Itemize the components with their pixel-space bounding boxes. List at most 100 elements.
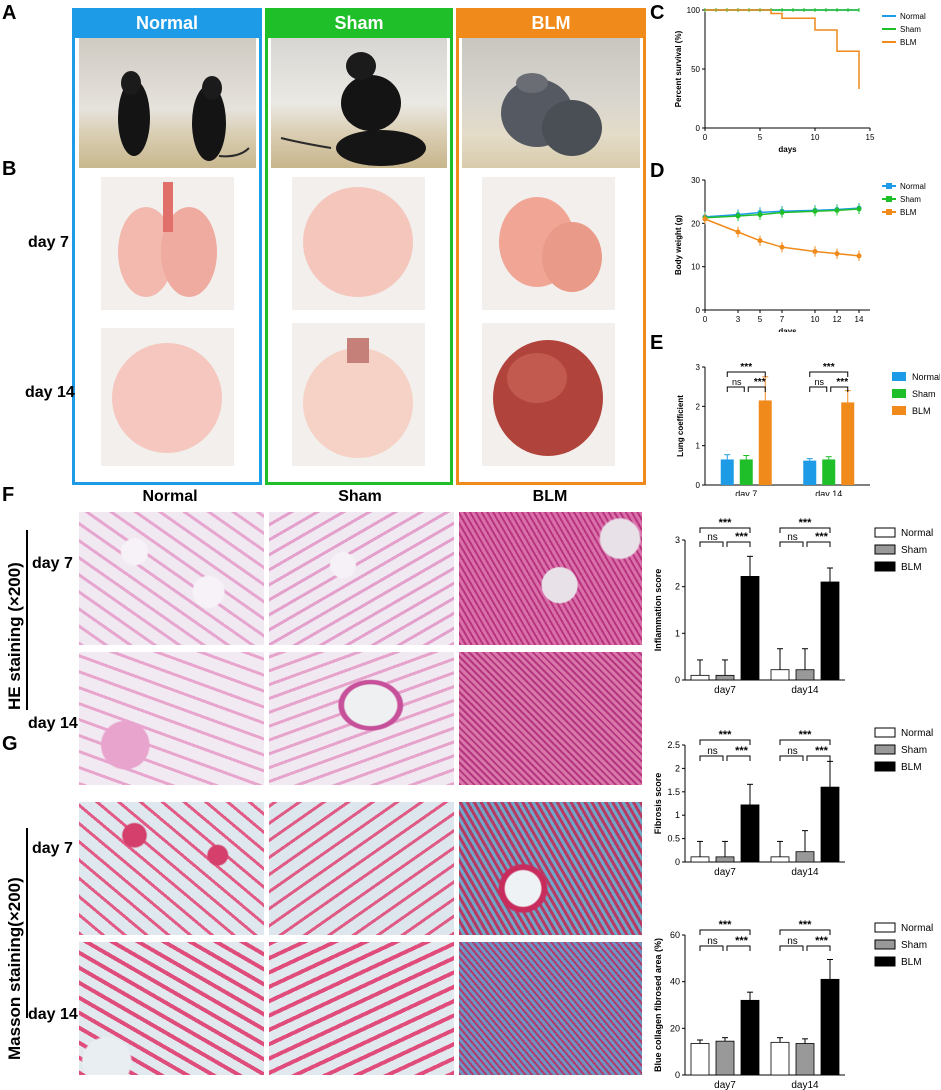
y-axis-label: Lung coefficient — [676, 395, 685, 457]
sig-bracket — [809, 371, 849, 377]
category-label: day7 — [714, 867, 736, 878]
data-point — [779, 210, 785, 215]
sig-label: *** — [815, 531, 829, 543]
panel-letter-b: B — [2, 158, 17, 180]
lung-illustration-normal-day14 — [112, 343, 222, 453]
sig-label: *** — [799, 517, 813, 529]
category-label: day 14 — [815, 489, 842, 496]
y-tick-label: 1 — [696, 442, 701, 451]
sig-label: *** — [815, 935, 829, 947]
x-tick-label: 14 — [855, 315, 864, 324]
y-tick-label: 1 — [675, 628, 680, 638]
bar-sham — [739, 459, 753, 485]
category-label: day14 — [791, 1080, 819, 1090]
lung-illustration-blm-day7 — [499, 197, 602, 292]
data-point — [834, 251, 840, 257]
group-header-sham: Sham — [265, 8, 453, 38]
legend-label: Normal — [900, 12, 926, 21]
body-weight-chart: 0 3 5 7 10 12 14 0 10 20 30 days Body weight (g) Norm… — [674, 176, 926, 332]
masson-sham-day7 — [269, 802, 454, 935]
x-tick-label: 12 — [833, 315, 842, 324]
sig-bracket — [699, 929, 751, 935]
sig-bracket — [699, 541, 724, 547]
masson-blm-day7 — [459, 802, 642, 935]
sig-bracket — [806, 945, 831, 951]
legend-swatch — [874, 544, 896, 555]
mouse-photo-normal — [79, 38, 256, 168]
legend-swatch — [874, 527, 896, 538]
x-tick-label: 3 — [736, 315, 741, 324]
data-point — [779, 244, 785, 250]
bar-normal — [770, 1041, 790, 1076]
y-tick-label: 2 — [696, 402, 701, 411]
legend-label: BLM — [900, 38, 917, 47]
sig-label: *** — [719, 729, 733, 741]
category-label: day 7 — [735, 489, 757, 496]
category-label: day14 — [791, 685, 819, 695]
bar-blm — [841, 402, 855, 485]
legend-label: Sham — [900, 25, 921, 34]
series-line-blm — [705, 9, 860, 90]
legend-label: Normal — [900, 182, 926, 191]
legend-swatch — [874, 727, 896, 738]
bar-normal — [770, 856, 790, 863]
x-axis-label: days — [778, 145, 797, 154]
panel-letter-e: E — [650, 332, 664, 354]
lung-photo-blm-day7 — [482, 177, 615, 310]
sig-bracket — [726, 371, 766, 377]
sig-label: *** — [823, 362, 835, 373]
mouse-photo-blm — [462, 38, 640, 168]
sig-label: *** — [735, 935, 749, 947]
lung-photo-sham-day7 — [292, 177, 425, 310]
y-tick-label: 0 — [696, 124, 701, 133]
he-label-divider — [26, 530, 28, 710]
mouse-photo-sham — [271, 38, 447, 168]
legend-swatch — [874, 956, 896, 967]
sig-label: *** — [740, 362, 752, 373]
masson-blm-day14 — [459, 942, 642, 1075]
legend-label: Sham — [901, 940, 927, 951]
legend-label: Sham — [901, 545, 927, 556]
y-axis-label: Percent survival (%) — [674, 30, 683, 107]
sig-label: *** — [799, 919, 813, 931]
survival-chart: 0 5 10 15 0 50 100 days Percent survival (%) Norm… — [674, 6, 926, 154]
lung-illustration-blm-day14 — [493, 340, 603, 456]
y-tick-label: 10 — [691, 263, 700, 272]
panel-letter-g: G — [2, 733, 18, 755]
lung-illustration-sham-day14 — [303, 338, 413, 458]
legend-marker — [886, 183, 892, 189]
sig-label: ns — [707, 532, 718, 543]
y-tick-label: 0 — [675, 857, 680, 867]
sig-label: *** — [836, 377, 848, 388]
sig-label: ns — [787, 746, 798, 757]
mouse-illustration-blm — [501, 73, 602, 156]
day7-label-b: day 7 — [28, 234, 69, 251]
sig-label: ns — [707, 936, 718, 947]
bar-blm — [820, 786, 840, 863]
legend-marker — [886, 209, 892, 215]
lung-photo-normal-day14 — [101, 328, 234, 466]
legend-swatch — [892, 406, 906, 415]
bar-normal — [690, 674, 710, 681]
category-label: day14 — [791, 867, 819, 878]
he-normal-day14 — [79, 652, 264, 785]
bar-blm — [820, 581, 840, 681]
data-point — [757, 212, 763, 218]
sig-label: ns — [707, 746, 718, 757]
sig-label: *** — [719, 919, 733, 931]
y-tick-label: 40 — [670, 977, 680, 987]
y-tick-label: 0 — [675, 1070, 680, 1080]
he-normal-day7 — [79, 512, 264, 645]
sig-bracket — [779, 929, 831, 935]
masson-label-divider — [26, 828, 28, 1018]
legend-label: Normal — [901, 528, 933, 539]
sig-bracket — [699, 755, 724, 761]
legend-marker — [886, 196, 892, 202]
sig-bracket — [699, 739, 751, 745]
y-axis-label: Fibrosis score — [653, 773, 663, 835]
group-header-normal: Normal — [72, 8, 262, 38]
legend-swatch — [892, 389, 906, 398]
x-tick-label: 5 — [758, 133, 763, 142]
